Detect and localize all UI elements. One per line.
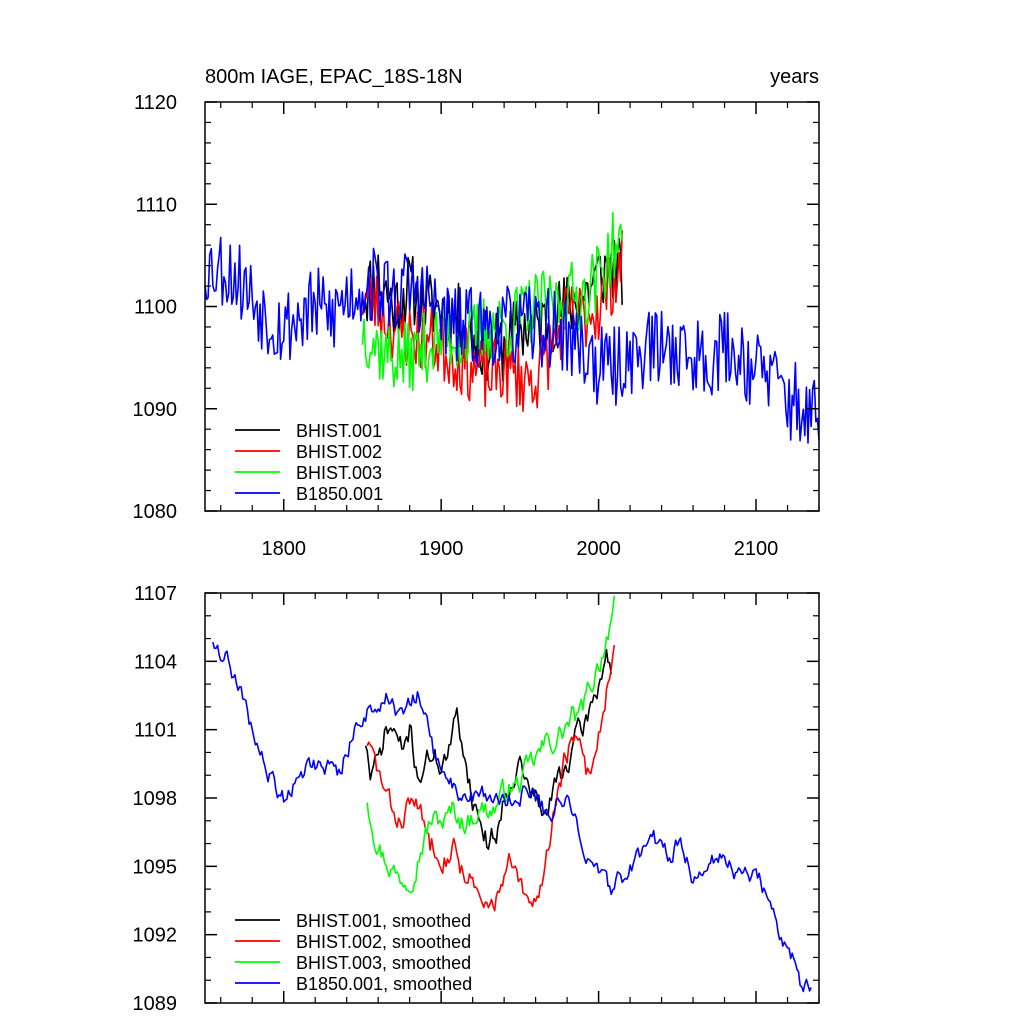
y-tick-label: 1101 bbox=[134, 720, 177, 742]
y-tick-label: 1092 bbox=[133, 925, 178, 947]
y-tick-label: 1080 bbox=[133, 501, 178, 523]
x-tick-label: 2000 bbox=[576, 538, 621, 560]
y-tick-label: 1120 bbox=[134, 92, 177, 114]
legend-label: BHIST.003 bbox=[296, 463, 382, 483]
y-tick-label: 1100 bbox=[134, 297, 177, 319]
legend-label: BHIST.001 bbox=[296, 421, 382, 441]
x-tick-label: 1800 bbox=[261, 538, 306, 560]
x-tick-label: 1900 bbox=[419, 538, 464, 560]
y-tick-label: 1104 bbox=[134, 651, 177, 673]
top-series-group bbox=[204, 211, 820, 444]
series-line-bottom-3 bbox=[212, 641, 812, 993]
top-panel: 800m IAGE, EPAC_18S-18N years 1080 1090 11… bbox=[133, 66, 820, 560]
y-tick-label: 1095 bbox=[133, 856, 178, 878]
legend-label: BHIST.003, smoothed bbox=[296, 953, 471, 973]
chart-title: 800m IAGE, EPAC_18S-18N bbox=[205, 66, 463, 88]
legend-label: B1850.001 bbox=[296, 484, 383, 504]
series-line-bottom-1 bbox=[366, 644, 616, 912]
y-tick-label: 1089 bbox=[133, 993, 178, 1015]
legend-label: B1850.001, smoothed bbox=[296, 974, 472, 994]
bottom-panel: 1089 1092 1095 1098 1101 1104 1107 BHIST.001, … bbox=[133, 583, 820, 1015]
chart-units-label: years bbox=[770, 66, 819, 88]
y-tick-label: 1107 bbox=[134, 583, 177, 605]
x-tick-label: 2100 bbox=[734, 538, 779, 560]
series-line-top-3 bbox=[204, 236, 820, 444]
legend-label: BHIST.002, smoothed bbox=[296, 932, 471, 952]
y-tick-label: 1098 bbox=[133, 788, 178, 810]
y-tick-label: 1090 bbox=[133, 399, 178, 421]
legend-label: BHIST.001, smoothed bbox=[296, 911, 471, 931]
series-line-bottom-0 bbox=[364, 648, 612, 851]
bottom-axes: 1089 1092 1095 1098 1101 1104 1107 bbox=[133, 583, 820, 1015]
bottom-series-group bbox=[212, 595, 812, 993]
y-tick-label: 1110 bbox=[135, 194, 177, 216]
series-line-bottom-2 bbox=[366, 595, 616, 894]
legend-label: BHIST.002 bbox=[296, 442, 382, 462]
top-axes: 1080 1090 1100 1110 1120 1800 1900 2000 2100 bbox=[133, 92, 820, 560]
